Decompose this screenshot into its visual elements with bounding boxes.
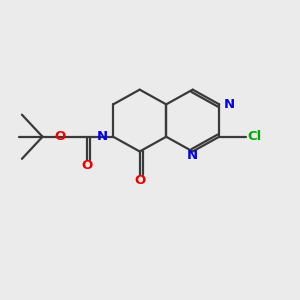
Text: Cl: Cl (247, 130, 261, 143)
Text: N: N (97, 130, 108, 143)
Text: O: O (81, 159, 92, 172)
Text: N: N (187, 149, 198, 162)
Text: O: O (55, 130, 66, 143)
Text: O: O (134, 174, 145, 187)
Text: N: N (224, 98, 235, 111)
